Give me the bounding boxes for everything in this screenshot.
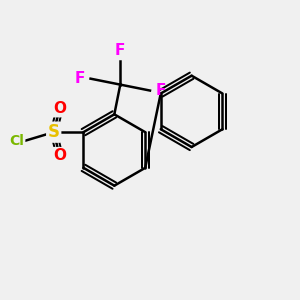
Text: F: F xyxy=(115,43,125,58)
Text: O: O xyxy=(53,148,66,164)
Text: F: F xyxy=(156,83,166,98)
Text: O: O xyxy=(53,101,66,116)
Text: S: S xyxy=(48,123,60,141)
Text: F: F xyxy=(74,71,85,86)
Text: Cl: Cl xyxy=(9,134,24,148)
